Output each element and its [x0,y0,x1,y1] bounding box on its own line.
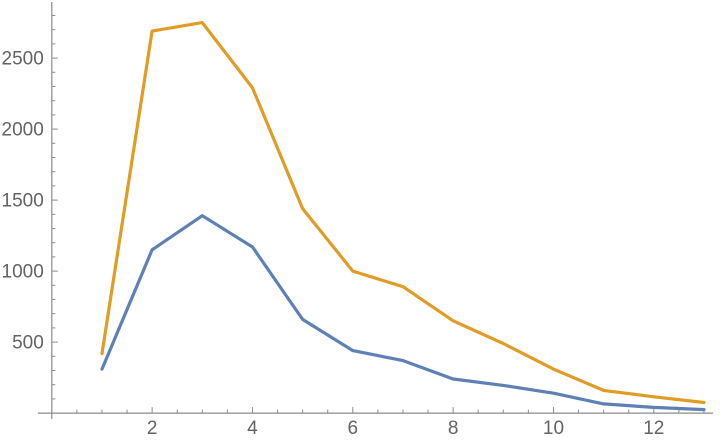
series-orange-line [100,21,706,405]
series-blue-line [100,214,706,412]
x-tick-label: 2 [147,418,158,439]
x-tick-label: 12 [643,418,664,439]
x-tick-label: 10 [543,418,564,439]
y-tick-label: 1000 [2,262,44,283]
x-tick-label: 6 [348,418,359,439]
x-tick-label: 4 [247,418,258,439]
y-tick-label: 2500 [2,49,44,70]
y-tick-label: 500 [12,333,44,354]
x-tick-label: 8 [448,418,459,439]
y-tick-label: 1500 [2,191,44,212]
y-tick-label: 2000 [2,120,44,141]
